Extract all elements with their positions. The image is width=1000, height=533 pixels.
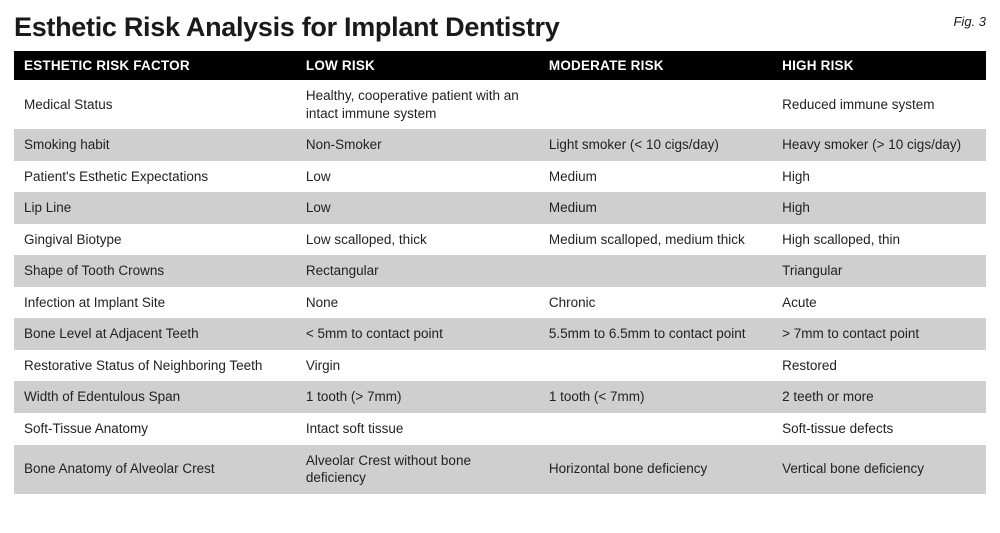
cell-moderate [539,413,772,445]
cell-moderate [539,350,772,382]
cell-low: < 5mm to contact point [296,318,539,350]
table-row: Lip LineLowMediumHigh [14,192,986,224]
col-header-high: HIGH RISK [772,51,986,80]
cell-moderate: Chronic [539,287,772,319]
cell-factor: Bone Anatomy of Alveolar Crest [14,445,296,494]
cell-high: 2 teeth or more [772,381,986,413]
page-title: Esthetic Risk Analysis for Implant Denti… [14,12,559,43]
cell-high: Acute [772,287,986,319]
table-row: Infection at Implant SiteNoneChronicAcut… [14,287,986,319]
cell-moderate: 1 tooth (< 7mm) [539,381,772,413]
cell-low: Intact soft tissue [296,413,539,445]
table-row: Width of Edentulous Span1 tooth (> 7mm)1… [14,381,986,413]
table-header-row: ESTHETIC RISK FACTOR LOW RISK MODERATE R… [14,51,986,80]
cell-factor: Gingival Biotype [14,224,296,256]
cell-high: High [772,161,986,193]
cell-high: High scalloped, thin [772,224,986,256]
cell-high: High [772,192,986,224]
cell-low: Virgin [296,350,539,382]
cell-moderate: Medium [539,192,772,224]
table-row: Shape of Tooth CrownsRectangular Triangul… [14,255,986,287]
cell-high: Triangular [772,255,986,287]
cell-moderate: Medium scalloped, medium thick [539,224,772,256]
cell-low: None [296,287,539,319]
cell-moderate: Medium [539,161,772,193]
cell-moderate [539,255,772,287]
cell-moderate [539,80,772,129]
cell-high: Reduced immune system [772,80,986,129]
cell-low: Low scalloped, thick [296,224,539,256]
col-header-moderate: MODERATE RISK [539,51,772,80]
table-row: Soft-Tissue AnatomyIntact soft tissue Sof… [14,413,986,445]
cell-high: Heavy smoker (> 10 cigs/day) [772,129,986,161]
cell-high: Soft-tissue defects [772,413,986,445]
cell-factor: Soft-Tissue Anatomy [14,413,296,445]
cell-low: Rectangular [296,255,539,287]
cell-low: Non-Smoker [296,129,539,161]
cell-factor: Restorative Status of Neighboring Teeth [14,350,296,382]
cell-moderate: Light smoker (< 10 cigs/day) [539,129,772,161]
cell-factor: Infection at Implant Site [14,287,296,319]
cell-factor: Patient's Esthetic Expectations [14,161,296,193]
col-header-factor: ESTHETIC RISK FACTOR [14,51,296,80]
table-row: Patient's Esthetic ExpectationsLowMedium… [14,161,986,193]
col-header-low: LOW RISK [296,51,539,80]
figure-label: Fig. 3 [953,12,986,29]
cell-factor: Medical Status [14,80,296,129]
cell-high: Vertical bone deficiency [772,445,986,494]
table-row: Restorative Status of Neighboring TeethV… [14,350,986,382]
cell-factor: Smoking habit [14,129,296,161]
cell-high: > 7mm to contact point [772,318,986,350]
cell-factor: Width of Edentulous Span [14,381,296,413]
cell-low: Healthy, cooperative patient with an int… [296,80,539,129]
cell-high: Restored [772,350,986,382]
cell-factor: Bone Level at Adjacent Teeth [14,318,296,350]
cell-low: 1 tooth (> 7mm) [296,381,539,413]
cell-factor: Shape of Tooth Crowns [14,255,296,287]
table-row: Bone Level at Adjacent Teeth< 5mm to con… [14,318,986,350]
table-row: Bone Anatomy of Alveolar CrestAlveolar C… [14,445,986,494]
cell-low: Alveolar Crest without bone deficiency [296,445,539,494]
cell-low: Low [296,192,539,224]
cell-moderate: Horizontal bone deficiency [539,445,772,494]
risk-table: ESTHETIC RISK FACTOR LOW RISK MODERATE R… [14,51,986,494]
table-row: Smoking habitNon-SmokerLight smoker (< 1… [14,129,986,161]
table-row: Gingival BiotypeLow scalloped, thickMedi… [14,224,986,256]
cell-low: Low [296,161,539,193]
cell-factor: Lip Line [14,192,296,224]
cell-moderate: 5.5mm to 6.5mm to contact point [539,318,772,350]
table-row: Medical StatusHealthy, cooperative patie… [14,80,986,129]
